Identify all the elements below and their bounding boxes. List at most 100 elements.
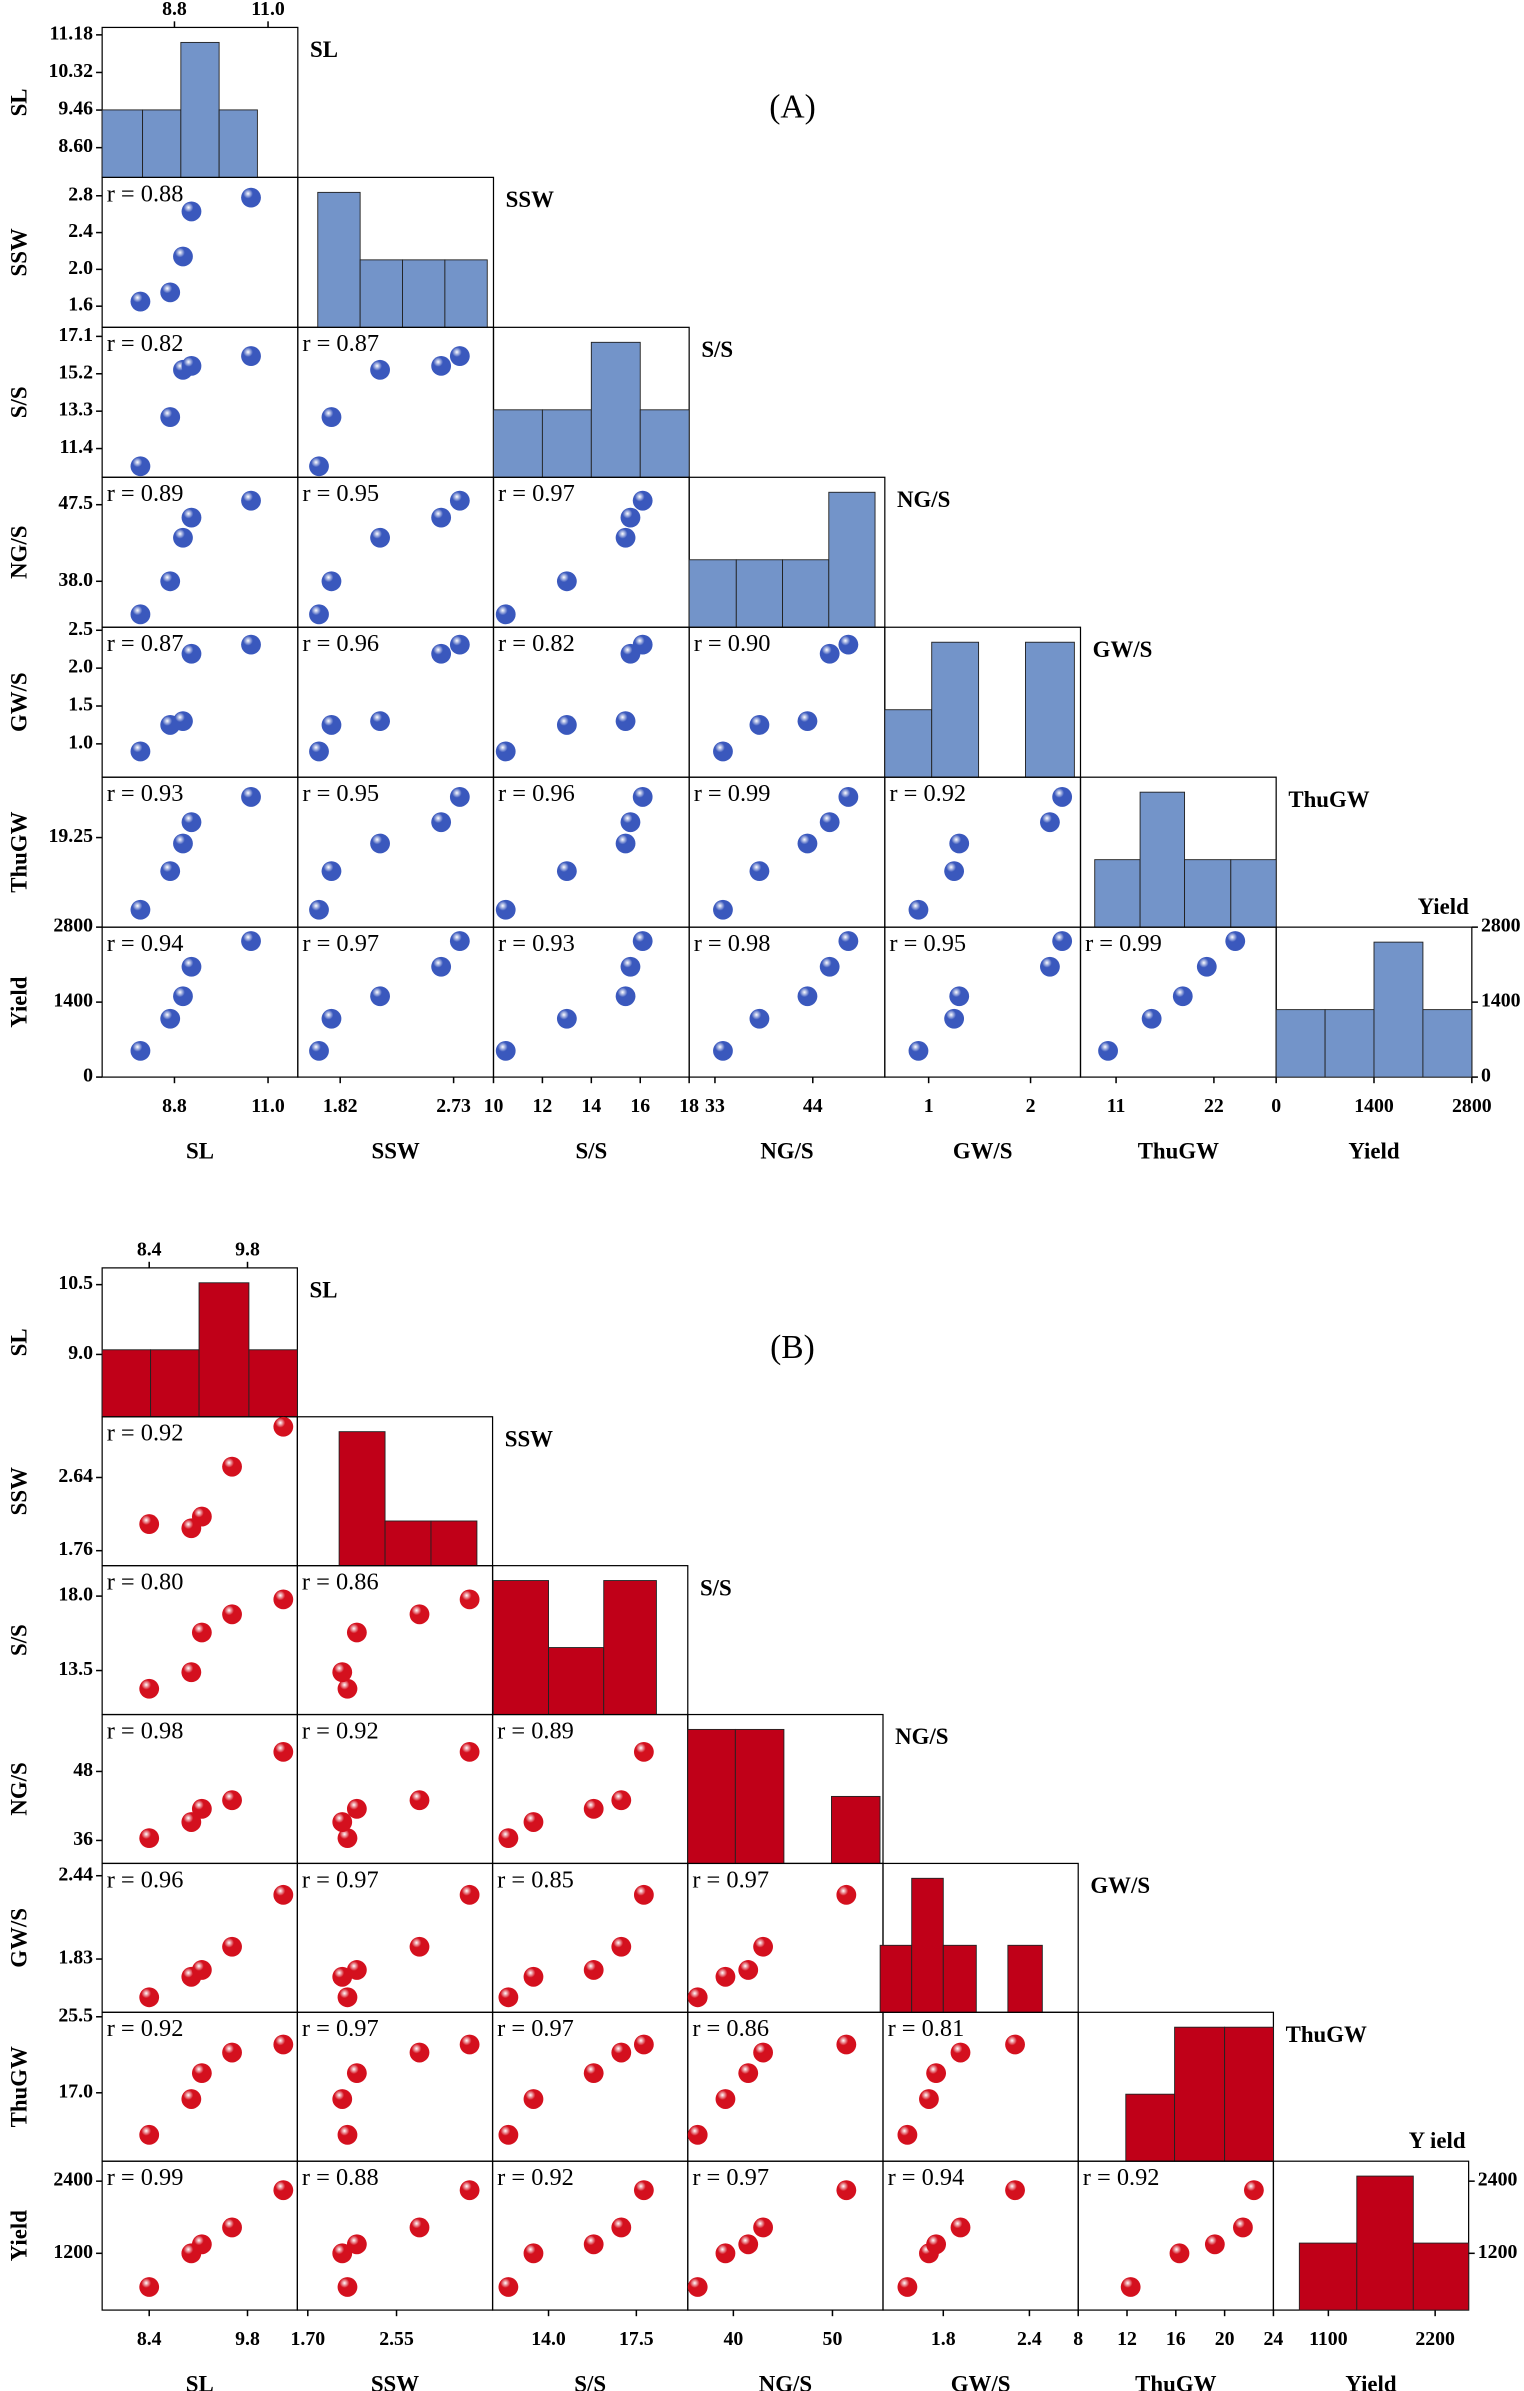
histogram-bar xyxy=(180,41,220,178)
scatter-point xyxy=(1169,2243,1190,2264)
histogram-bar xyxy=(1230,859,1277,928)
scatter-point xyxy=(1005,2034,1025,2055)
y-axis-name: ThuGW xyxy=(7,811,32,892)
y-tick-label: 10.32 xyxy=(48,60,93,82)
x-tick-label: 17.5 xyxy=(619,2328,654,2350)
scatter-point xyxy=(620,507,641,528)
y-tick-label: 47.5 xyxy=(58,492,93,514)
right-tick-label: 2400 xyxy=(1478,2169,1518,2191)
correlation-label: r = 0.99 xyxy=(694,780,771,807)
scatter-point xyxy=(556,861,577,882)
histogram-bar xyxy=(248,1349,298,1418)
scatter-point xyxy=(556,1008,577,1029)
scatter-point xyxy=(687,2124,708,2145)
correlation-label: r = 0.92 xyxy=(107,1420,184,1447)
y-axis-name: S/S xyxy=(7,1624,32,1656)
scatter-point xyxy=(1120,2277,1141,2297)
y-tick-label: 2.0 xyxy=(68,257,93,279)
scatter-point xyxy=(713,1040,733,1061)
scatter-point xyxy=(160,861,181,882)
scatter-point xyxy=(130,456,151,477)
scatter-point xyxy=(1225,931,1246,951)
correlation-label: r = 0.98 xyxy=(107,1717,184,1744)
y-tick-label: 1400 xyxy=(53,990,93,1012)
scatter-point xyxy=(222,2217,242,2238)
x-axis-name: S/S xyxy=(574,2372,606,2391)
scatter-point xyxy=(819,643,840,664)
histogram-bar xyxy=(1025,641,1075,778)
scatter-point xyxy=(222,1456,242,1477)
correlation-label: r = 0.93 xyxy=(498,930,575,957)
scatter-point xyxy=(241,634,261,655)
diagonal-label: ThuGW xyxy=(1288,787,1369,812)
diagonal-label: NG/S xyxy=(895,1724,948,1749)
scatter-point xyxy=(337,1828,358,1849)
scatter-point xyxy=(431,355,452,376)
scatter-point xyxy=(1005,2180,1025,2201)
histogram-bar xyxy=(492,1580,549,1715)
scatter-point xyxy=(449,634,470,655)
scatter-point xyxy=(173,246,193,267)
scatter-point xyxy=(321,1008,342,1029)
y-tick-label: 19.25 xyxy=(48,825,93,847)
top-tick-label: 11.0 xyxy=(251,0,285,20)
histogram-bar xyxy=(687,1728,736,1864)
histogram-bar xyxy=(1324,1009,1375,1078)
x-axis-name: NG/S xyxy=(760,1139,813,1164)
right-tick-label: 0 xyxy=(1481,1065,1491,1087)
scatter-point xyxy=(332,1662,353,1683)
correlation-label: r = 0.97 xyxy=(692,1866,769,1893)
correlation-label: r = 0.97 xyxy=(497,2015,574,2042)
scatter-point xyxy=(273,2180,294,2201)
x-tick-label: 12 xyxy=(533,1095,553,1117)
x-tick-label: 11.0 xyxy=(251,1095,285,1117)
scatter-point xyxy=(632,634,653,655)
scatter-point xyxy=(321,407,342,427)
y-tick-label: 2.8 xyxy=(68,183,93,205)
scatter-point xyxy=(633,2180,654,2201)
x-tick-label: 1.70 xyxy=(290,2328,325,2350)
scatter-point xyxy=(738,2234,759,2255)
x-axis-name: SL xyxy=(186,2372,214,2391)
scatter-point xyxy=(819,956,840,977)
scatter-point xyxy=(615,527,636,548)
scatter-point xyxy=(738,2063,759,2084)
scatter-point xyxy=(926,2063,947,2084)
correlation-label: r = 0.87 xyxy=(302,330,379,357)
scatter-point xyxy=(191,1960,212,1980)
scatter-point xyxy=(370,833,390,854)
histogram-bar xyxy=(317,191,361,328)
histogram-bar xyxy=(198,1282,250,1418)
scatter-point xyxy=(309,456,329,477)
scatter-point xyxy=(449,931,470,951)
scatter-point xyxy=(241,187,261,208)
histogram-bar xyxy=(1094,859,1141,928)
diagonal-label: S/S xyxy=(700,1575,732,1600)
histogram-bar xyxy=(548,1647,605,1715)
scatter-point xyxy=(753,2042,774,2063)
x-tick-label: 2.4 xyxy=(1017,2328,1042,2350)
scatter-point xyxy=(836,2034,857,2055)
scatter-point xyxy=(273,1884,294,1905)
scatter-point xyxy=(346,1960,367,1980)
diagonal-label: SL xyxy=(310,37,338,62)
y-tick-label: 1.5 xyxy=(68,694,93,716)
histogram-bar xyxy=(541,409,592,478)
x-axis-name: Yield xyxy=(1348,1139,1399,1164)
correlation-label: r = 0.97 xyxy=(498,480,575,507)
x-tick-label: 33 xyxy=(705,1095,725,1117)
histogram-bar xyxy=(101,1349,152,1418)
scatter-point xyxy=(836,2180,857,2201)
y-axis-name: SSW xyxy=(7,228,32,276)
scatter-point xyxy=(1172,986,1193,1007)
scatter-point xyxy=(173,986,193,1007)
scatter-point xyxy=(632,490,653,511)
correlation-label: r = 0.92 xyxy=(497,2164,574,2191)
x-tick-label: 16 xyxy=(1166,2328,1186,2350)
histogram-bar xyxy=(831,1795,881,1864)
diagonal-label: NG/S xyxy=(897,487,950,512)
x-tick-label: 2800 xyxy=(1452,1095,1492,1117)
scatter-point xyxy=(926,2234,947,2255)
x-axis-name: Yield xyxy=(1345,2372,1396,2391)
right-tick-label: 2800 xyxy=(1481,915,1521,937)
